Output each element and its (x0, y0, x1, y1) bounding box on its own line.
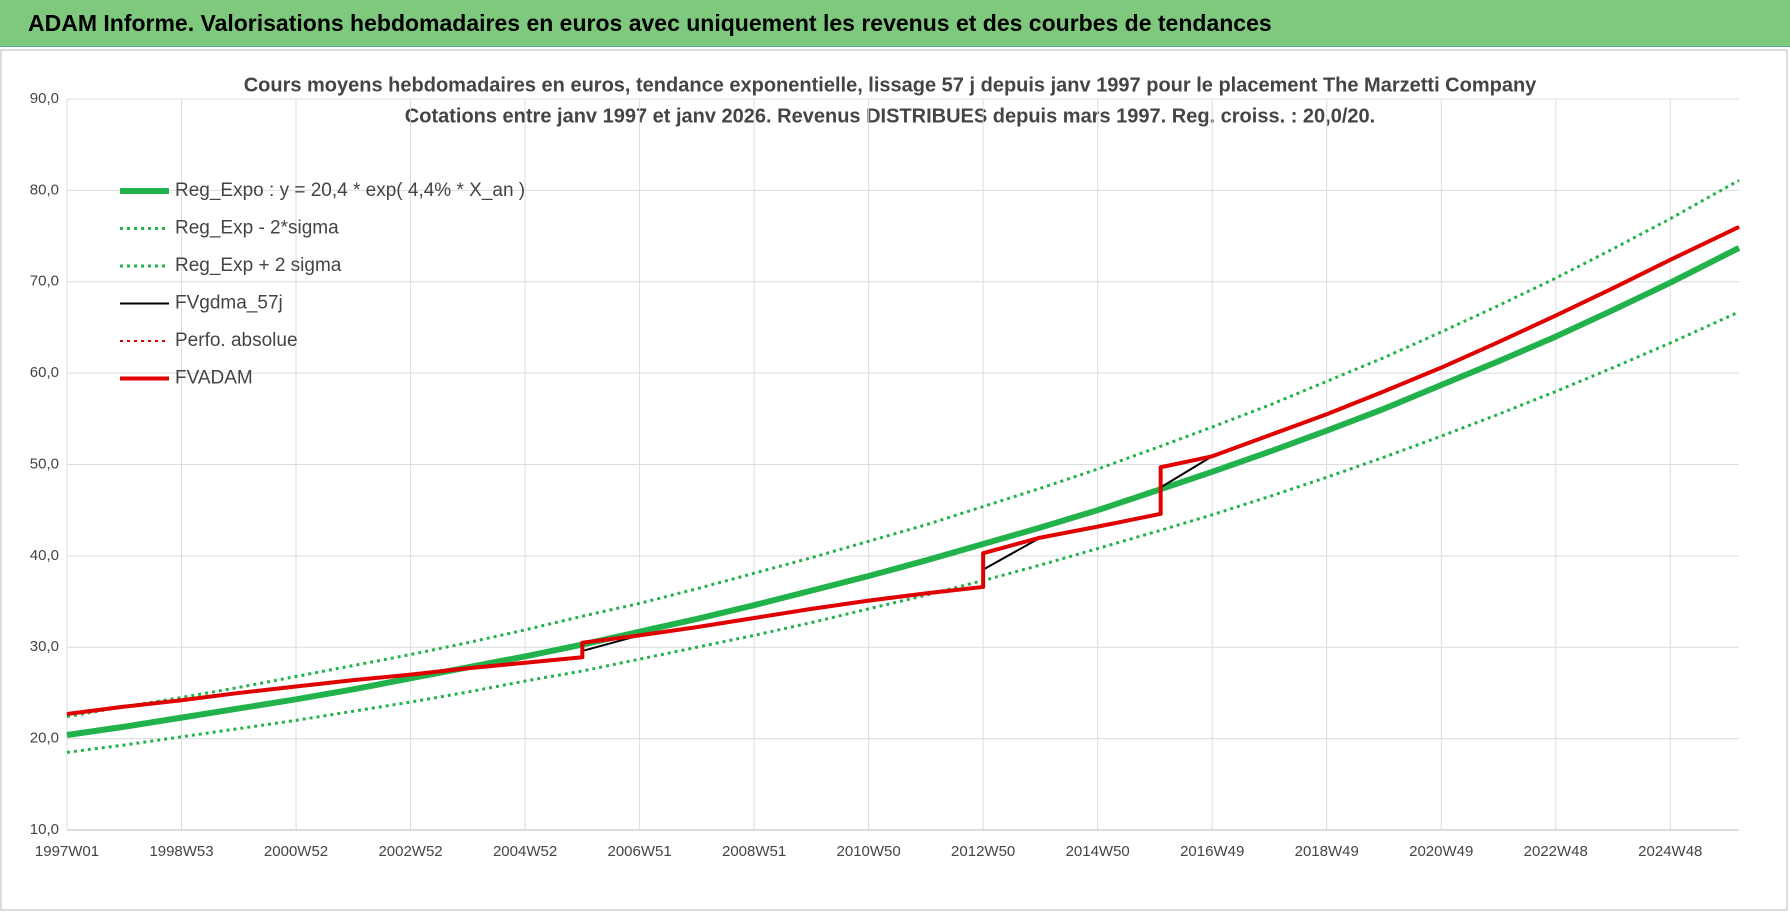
x-tick-label: 2016W49 (1180, 843, 1244, 860)
legend-label: Reg_Exp - 2*sigma (175, 218, 339, 239)
x-tick-label: 2024W48 (1638, 843, 1702, 860)
header-bar: ADAM Informe. Valorisations hebdomadaire… (0, 0, 1790, 47)
series-line (66, 179, 1740, 719)
x-tick-label: 2002W52 (378, 843, 442, 860)
y-tick-label: 30,0 (30, 638, 59, 655)
chart: Cours moyens hebdomadaires en euros, ten… (0, 49, 1788, 911)
y-tick-label: 20,0 (30, 730, 59, 747)
x-tick-label: 1998W53 (149, 843, 213, 860)
x-tick-label: 2006W51 (607, 843, 671, 860)
x-tick-label: 2022W48 (1524, 843, 1588, 860)
y-tick-label: 40,0 (30, 547, 59, 564)
header-title: ADAM Informe. Valorisations hebdomadaire… (28, 10, 1272, 36)
y-tick-label: 60,0 (30, 364, 59, 381)
x-tick-label: 2018W49 (1295, 843, 1359, 860)
series-line (66, 225, 1740, 716)
chart-subtitle: Cotations entre janv 1997 et janv 2026. … (405, 105, 1375, 127)
y-tick-label: 80,0 (30, 181, 59, 198)
x-tick-label: 2020W49 (1409, 843, 1473, 860)
x-tick-label: 1997W01 (35, 843, 99, 860)
y-tick-label: 10,0 (30, 821, 59, 838)
chart-title: Cours moyens hebdomadaires en euros, ten… (244, 74, 1537, 96)
y-tick-label: 70,0 (30, 273, 59, 290)
legend-label: FVgdma_57j (175, 293, 283, 314)
y-tick-label: 50,0 (30, 455, 59, 472)
x-tick-label: 2008W51 (722, 843, 786, 860)
legend-label: Reg_Exp + 2 sigma (175, 255, 342, 276)
legend-label: FVADAM (175, 368, 253, 389)
legend-label: Perfo. absolue (175, 330, 298, 351)
x-tick-label: 2010W50 (837, 843, 901, 860)
legend-label: Reg_Expo : y = 20,4 * exp( 4,4% * X_an ) (175, 180, 525, 201)
x-tick-label: 2014W50 (1066, 843, 1130, 860)
series-line (66, 310, 1740, 754)
chart-frame (0, 49, 1788, 911)
x-tick-label: 2004W52 (493, 843, 557, 860)
x-tick-label: 2000W52 (264, 843, 328, 860)
series-line (66, 245, 1741, 738)
x-tick-label: 2012W50 (951, 843, 1015, 860)
y-tick-label: 90,0 (30, 90, 59, 107)
